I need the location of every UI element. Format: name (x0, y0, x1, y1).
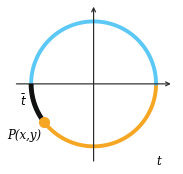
Text: $\bar{t}$: $\bar{t}$ (20, 94, 27, 109)
Text: t: t (157, 155, 162, 168)
Text: P(x,y): P(x,y) (7, 129, 41, 142)
